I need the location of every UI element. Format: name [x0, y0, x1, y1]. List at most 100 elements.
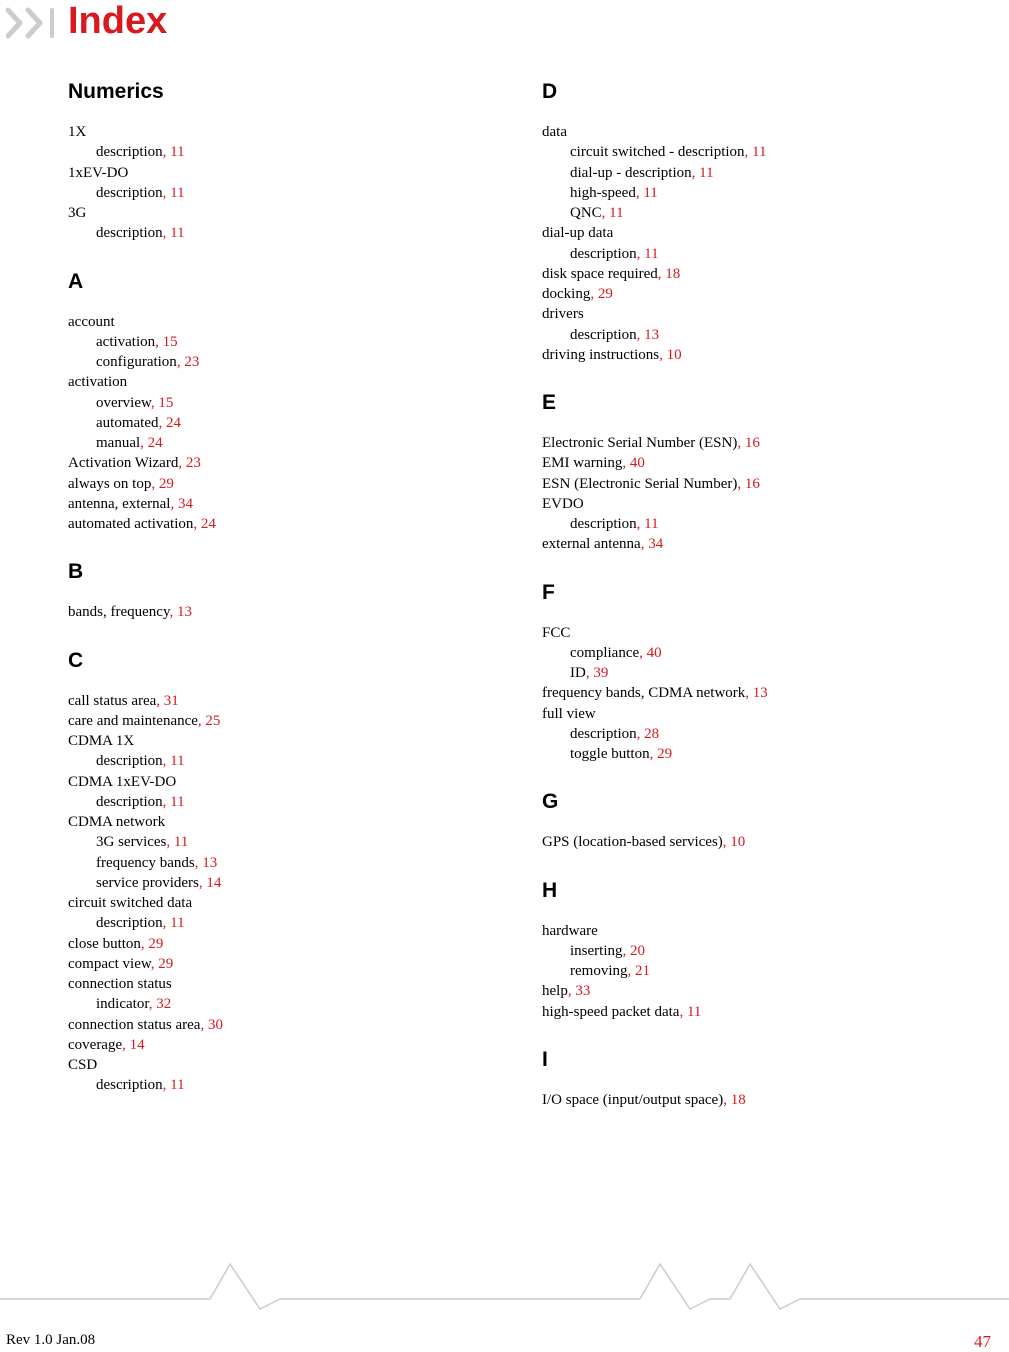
page-reference-link[interactable]: 31: [164, 693, 179, 709]
entry-text: frequency bands: [96, 855, 195, 871]
index-entry: disk space required, 18: [542, 264, 968, 284]
page-reference-link[interactable]: 29: [158, 956, 173, 972]
page-reference-link[interactable]: 39: [593, 665, 608, 681]
page-reference-link[interactable]: 16: [745, 476, 760, 492]
entry-text: 3G services: [96, 834, 166, 850]
index-entry: circuit switched - description, 11: [542, 142, 968, 162]
page-reference-link[interactable]: 40: [647, 645, 662, 661]
entry-text: CDMA 1X: [68, 733, 134, 749]
entry-separator: ,: [193, 516, 201, 532]
page-reference-link[interactable]: 25: [205, 713, 220, 729]
page-reference-link[interactable]: 29: [148, 936, 163, 952]
page-reference-link[interactable]: 11: [170, 794, 184, 810]
page-reference-link[interactable]: 20: [630, 943, 645, 959]
page-reference-link[interactable]: 11: [170, 753, 184, 769]
page-reference-link[interactable]: 11: [170, 1077, 184, 1093]
page-reference-link[interactable]: 24: [166, 415, 181, 431]
page-reference-link[interactable]: 29: [159, 476, 174, 492]
index-entry: bands, frequency, 13: [68, 602, 494, 622]
page-reference-link[interactable]: 13: [644, 327, 659, 343]
page-reference-link[interactable]: 40: [630, 455, 645, 471]
index-entry: toggle button, 29: [542, 744, 968, 764]
page-reference-link[interactable]: 18: [665, 266, 680, 282]
index-entry: description, 11: [68, 792, 494, 812]
page-reference-link[interactable]: 24: [201, 516, 216, 532]
entry-separator: ,: [622, 455, 630, 471]
page-reference-link[interactable]: 11: [174, 834, 188, 850]
entry-text: configuration: [96, 354, 177, 370]
index-entry: high-speed, 11: [542, 183, 968, 203]
page-reference-link[interactable]: 23: [184, 354, 199, 370]
page-reference-link[interactable]: 13: [753, 685, 768, 701]
page-reference-link[interactable]: 13: [202, 855, 217, 871]
page-reference-link[interactable]: 32: [156, 996, 171, 1012]
entry-separator: ,: [639, 645, 647, 661]
footer-page-number: 47: [974, 1332, 991, 1352]
page-reference-link[interactable]: 29: [657, 746, 672, 762]
page-reference-link[interactable]: 11: [170, 225, 184, 241]
entry-text: dial-up - description: [570, 165, 692, 181]
page-reference-link[interactable]: 11: [752, 144, 766, 160]
index-entry: description, 11: [68, 913, 494, 933]
page-reference-link[interactable]: 28: [644, 726, 659, 742]
page-reference-link[interactable]: 24: [148, 435, 163, 451]
page-reference-link[interactable]: 11: [609, 205, 623, 221]
entry-text: description: [96, 225, 163, 241]
entry-text: service providers: [96, 875, 199, 891]
entry-text: Activation Wizard: [68, 455, 178, 471]
index-entry: always on top, 29: [68, 474, 494, 494]
entry-separator: ,: [590, 286, 598, 302]
page-reference-link[interactable]: 16: [745, 435, 760, 451]
page-reference-link[interactable]: 11: [170, 185, 184, 201]
entry-separator: ,: [166, 834, 174, 850]
index-entry: EMI warning, 40: [542, 453, 968, 473]
page-reference-link[interactable]: 33: [575, 983, 590, 999]
entry-text: connection status area: [68, 1017, 200, 1033]
page-reference-link[interactable]: 34: [178, 496, 193, 512]
index-entry: Activation Wizard, 23: [68, 453, 494, 473]
page-reference-link[interactable]: 21: [635, 963, 650, 979]
page-reference-link[interactable]: 11: [643, 185, 657, 201]
index-entry: activation: [68, 372, 494, 392]
page-title: Index: [68, 0, 167, 43]
page-reference-link[interactable]: 10: [667, 347, 682, 363]
page-reference-link[interactable]: 14: [206, 875, 221, 891]
index-entry: connection status area, 30: [68, 1015, 494, 1035]
page-reference-link[interactable]: 14: [130, 1037, 145, 1053]
index-entry: account: [68, 312, 494, 332]
entry-text: antenna, external: [68, 496, 170, 512]
entry-text: high-speed packet data: [542, 1004, 679, 1020]
page-reference-link[interactable]: 15: [158, 395, 173, 411]
page-reference-link[interactable]: 18: [731, 1092, 746, 1108]
page-reference-link[interactable]: 13: [177, 604, 192, 620]
index-entry: description, 11: [542, 244, 968, 264]
page-reference-link[interactable]: 15: [163, 334, 178, 350]
entry-text: description: [570, 246, 637, 262]
entry-text: 1xEV-DO: [68, 165, 128, 181]
page-reference-link[interactable]: 34: [648, 536, 663, 552]
section-heading: A: [68, 270, 494, 294]
page-reference-link[interactable]: 11: [170, 915, 184, 931]
page-reference-link[interactable]: 23: [186, 455, 201, 471]
index-entry: description, 13: [542, 325, 968, 345]
entry-text: drivers: [542, 306, 584, 322]
page-reference-link[interactable]: 11: [170, 144, 184, 160]
index-entry: antenna, external, 34: [68, 494, 494, 514]
page-reference-link[interactable]: 11: [644, 246, 658, 262]
page-reference-link[interactable]: 10: [730, 834, 745, 850]
entry-text: description: [96, 794, 163, 810]
index-entry: 3G services, 11: [68, 832, 494, 852]
entry-text: description: [96, 144, 163, 160]
entry-text: 3G: [68, 205, 86, 221]
entry-separator: ,: [623, 943, 631, 959]
index-entry: ESN (Electronic Serial Number), 16: [542, 474, 968, 494]
page-reference-link[interactable]: 11: [644, 516, 658, 532]
page-reference-link[interactable]: 11: [699, 165, 713, 181]
entry-separator: ,: [745, 685, 753, 701]
entry-text: description: [570, 327, 637, 343]
page-reference-link[interactable]: 11: [687, 1004, 701, 1020]
page-reference-link[interactable]: 29: [598, 286, 613, 302]
index-entry: description, 11: [68, 223, 494, 243]
page-reference-link[interactable]: 30: [208, 1017, 223, 1033]
index-entry: EVDO: [542, 494, 968, 514]
